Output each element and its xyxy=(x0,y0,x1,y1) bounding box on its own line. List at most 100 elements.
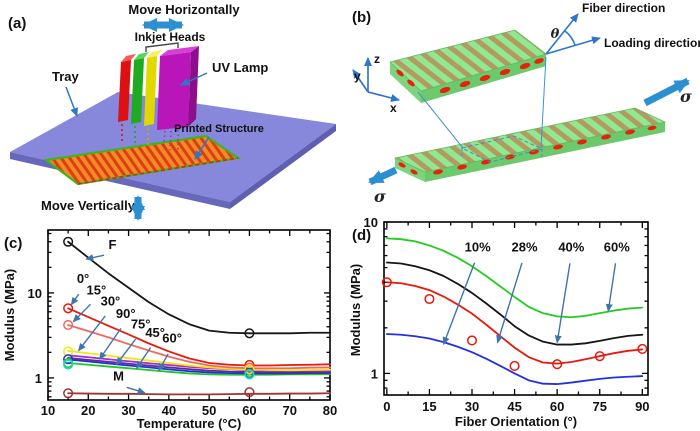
annotation-label: 0° xyxy=(77,271,89,286)
annotation-label: 60% xyxy=(604,239,630,254)
annotation-label: F xyxy=(108,237,116,252)
move-vertically-label: Move Vertically xyxy=(41,198,136,213)
annotation-label: M xyxy=(113,369,124,384)
data-marker xyxy=(63,354,74,365)
annotation-arrow-icon xyxy=(126,386,146,395)
data-marker xyxy=(63,359,74,370)
specimen-tensile-bar xyxy=(393,107,667,182)
x-tick-label: 45 xyxy=(507,399,521,414)
x-tick-label: 20 xyxy=(81,403,95,418)
sigma-left-arrow-icon xyxy=(368,166,398,186)
inkjet-head-yellow xyxy=(144,50,162,126)
x-tick-label: 60 xyxy=(242,403,256,418)
panel-d-tag: (d) xyxy=(352,227,371,244)
series-75° xyxy=(67,357,331,374)
data-marker xyxy=(466,335,478,346)
axis-z-label: z xyxy=(374,52,380,66)
x-axis-label: Fiber Orientation (°) xyxy=(455,414,577,429)
data-marker xyxy=(244,387,255,398)
tray-label: Tray xyxy=(52,69,80,84)
x-tick-label: 15 xyxy=(422,399,436,414)
coordinate-axes-icon xyxy=(352,57,400,102)
modulus-vs-temperature-chart: (c) 10 20 30 40 50 60 70 80 1 10 F 0°15°30°90°75°45… xyxy=(2,229,337,431)
printed-structure-label: Printed Structure xyxy=(174,123,264,135)
plot-frame xyxy=(383,221,649,396)
data-marker xyxy=(637,343,648,355)
x-tick-label: 70 xyxy=(282,403,296,418)
y-axis-label: Modulus (MPa) xyxy=(2,269,17,361)
direction-arrows xyxy=(545,13,601,55)
x-tick-label: 0 xyxy=(383,399,390,414)
data-marker xyxy=(63,236,74,247)
ink-droplet-streams xyxy=(121,124,179,151)
inkjet-heads-label: Inkjet Heads xyxy=(135,30,206,44)
annotation-label: 90° xyxy=(116,306,136,321)
y-tick-label: 10 xyxy=(364,215,378,230)
sigma-right-label: σ xyxy=(680,87,692,106)
annotation-arrow-icon xyxy=(85,254,105,261)
annotation-label: 10% xyxy=(465,239,491,254)
annotation-arrow-icon xyxy=(158,353,169,372)
printed-structure xyxy=(43,134,241,186)
modulus-vs-fiber-orientation-chart: (d) 0 15 30 45 60 75 90 1 10 10% 28% 40% 60% Fiber Or… xyxy=(350,215,650,429)
annotation-arrow-icon xyxy=(72,303,92,323)
theta-label: θ xyxy=(551,27,560,42)
annotation-arrow-icon xyxy=(70,293,80,306)
x-tick-label: 80 xyxy=(323,403,337,418)
panel-b-specimen-schematic: (b) z x y xyxy=(352,1,700,206)
series-30° xyxy=(67,349,331,372)
plot-frame xyxy=(47,229,331,401)
x-tick-label: 75 xyxy=(593,399,607,414)
y-tick-label: 1 xyxy=(35,371,42,386)
annotation-arrow-icon xyxy=(605,263,617,313)
annotation-label: 28% xyxy=(512,239,538,254)
annotation-arrow-icon xyxy=(78,315,106,352)
fiber-direction-label: Fiber direction xyxy=(582,1,665,15)
series-10% xyxy=(385,333,644,385)
inkjet-head-red xyxy=(118,54,136,122)
series-40% xyxy=(385,261,644,346)
series-F xyxy=(67,240,331,335)
x-tick-label: 60 xyxy=(550,399,564,414)
annotation-arrow-icon xyxy=(98,327,122,361)
sigma-right-arrow-icon xyxy=(643,77,690,107)
move-horizontally-label: Move Horizontally xyxy=(128,2,240,17)
x-tick-label: 30 xyxy=(121,403,135,418)
series-45° xyxy=(67,358,331,375)
data-marker xyxy=(244,328,255,339)
printed-structure-dashed-edge xyxy=(77,157,239,185)
uv-lamp-pointer-icon xyxy=(180,72,208,86)
x-tick-label: 30 xyxy=(465,399,479,414)
series-0° xyxy=(67,307,331,367)
panel-c-tag: (c) xyxy=(4,235,22,252)
annotation-label: 30° xyxy=(101,294,121,309)
annotation-label: 75° xyxy=(131,317,151,332)
annotation-arrow-icon xyxy=(115,338,137,366)
annotation-label: 40% xyxy=(558,239,584,254)
series-M xyxy=(67,392,331,396)
data-marker xyxy=(509,360,520,371)
annotation-label: 15° xyxy=(87,282,107,297)
axis-x-label: x xyxy=(390,101,397,115)
series-15° xyxy=(67,324,331,370)
loading-direction-label: Loading direction xyxy=(604,36,700,50)
y-tick-label: 1 xyxy=(371,366,378,381)
data-marker xyxy=(63,303,74,314)
y-tick-label: 10 xyxy=(28,286,42,301)
annotation-arrow-icon xyxy=(554,263,571,344)
annotation-arrow-icon xyxy=(442,262,476,346)
fiber-cross-sections xyxy=(396,58,544,94)
sigma-left-label: σ xyxy=(374,187,386,206)
specimen-enlarged-bar xyxy=(389,29,547,103)
data-marker xyxy=(381,277,392,288)
x-tick-label: 10 xyxy=(41,403,55,418)
annotation-arrow-icon xyxy=(136,347,152,370)
x-tick-label: 90 xyxy=(635,399,649,414)
x-tick-label: 40 xyxy=(162,403,176,418)
axis-y-label: y xyxy=(354,69,361,83)
printed-structure-pointer-icon xyxy=(194,136,210,160)
uv-lamp-label: UV Lamp xyxy=(212,60,268,75)
data-marker xyxy=(63,319,74,331)
y-axis-label: Modulus (MPa) xyxy=(350,264,363,356)
uv-lamp-block xyxy=(157,46,199,130)
